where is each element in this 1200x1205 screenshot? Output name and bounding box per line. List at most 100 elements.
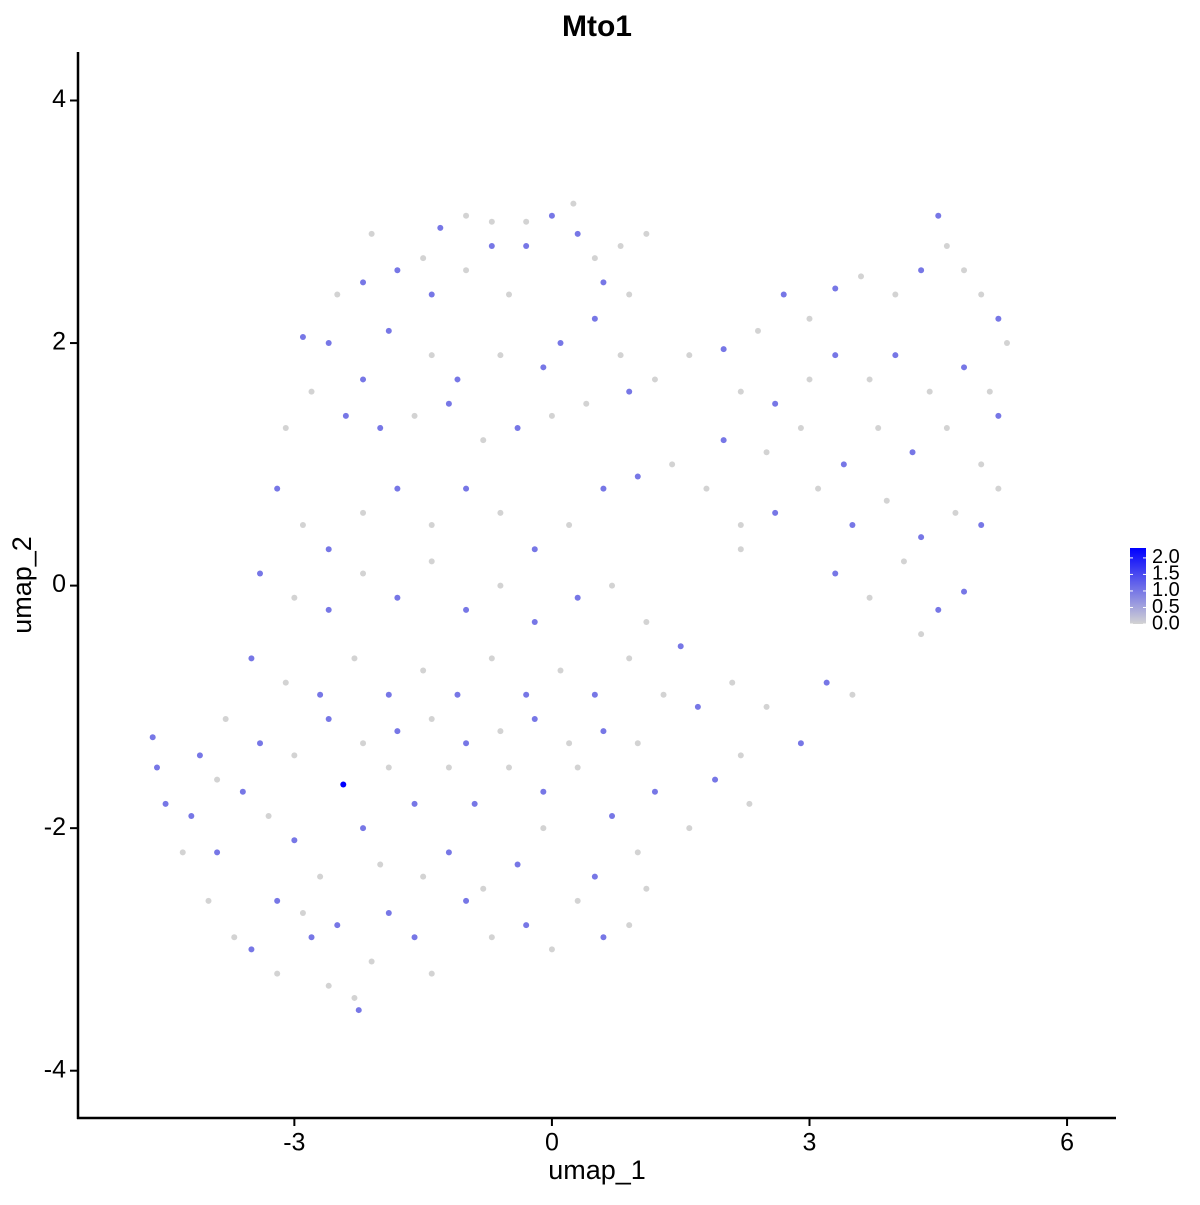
point — [454, 376, 461, 383]
point — [892, 352, 899, 359]
point — [488, 243, 495, 250]
point — [531, 618, 538, 625]
point — [222, 716, 229, 723]
point — [428, 716, 435, 723]
color-bar — [1130, 548, 1146, 624]
point — [548, 212, 555, 219]
point — [703, 485, 710, 492]
point — [351, 994, 358, 1001]
point — [299, 910, 306, 917]
point — [360, 740, 367, 747]
point — [325, 982, 332, 989]
point — [497, 728, 504, 735]
point — [454, 691, 461, 698]
point — [428, 970, 435, 977]
point — [634, 473, 641, 480]
point — [900, 558, 907, 565]
point — [291, 752, 298, 759]
point — [188, 813, 195, 820]
point — [909, 449, 916, 456]
color-tick-label: 2.0 — [1152, 546, 1180, 568]
point — [754, 327, 761, 334]
x-tick-label: 3 — [803, 1129, 817, 1157]
point — [626, 922, 633, 929]
point — [179, 849, 186, 856]
point — [214, 776, 221, 783]
point — [626, 291, 633, 298]
point — [308, 934, 315, 941]
point — [694, 703, 701, 710]
point — [162, 800, 169, 807]
color-tick-label: 0.5 — [1152, 596, 1180, 618]
point — [411, 412, 418, 419]
point — [274, 970, 281, 977]
point — [428, 352, 435, 359]
point — [463, 606, 470, 613]
point — [480, 437, 487, 444]
point — [600, 728, 607, 735]
point — [497, 582, 504, 589]
point — [600, 279, 607, 286]
point — [986, 388, 993, 395]
point — [340, 781, 347, 788]
point — [214, 849, 221, 856]
point — [600, 485, 607, 492]
point — [1003, 340, 1010, 347]
point — [355, 1007, 362, 1014]
point — [609, 582, 616, 589]
point — [523, 243, 530, 250]
point — [763, 449, 770, 456]
point — [737, 752, 744, 759]
point — [360, 570, 367, 577]
point — [463, 267, 470, 274]
x-tick-label: -3 — [283, 1129, 305, 1157]
point — [540, 364, 547, 371]
point — [815, 485, 822, 492]
chart-title: Mto1 — [562, 10, 632, 43]
point — [231, 934, 238, 941]
point — [617, 243, 624, 250]
point — [918, 534, 925, 541]
point — [840, 461, 847, 468]
point — [643, 885, 650, 892]
point — [505, 764, 512, 771]
point — [570, 200, 577, 207]
point — [394, 594, 401, 601]
point — [360, 376, 367, 383]
point — [978, 291, 985, 298]
point — [866, 594, 873, 601]
point — [806, 315, 813, 322]
point — [651, 376, 658, 383]
color-tick-label: 0.0 — [1152, 612, 1180, 634]
point — [274, 897, 281, 904]
point — [385, 910, 392, 917]
point — [548, 946, 555, 953]
point — [737, 388, 744, 395]
point — [737, 546, 744, 553]
point — [961, 267, 968, 274]
point — [849, 691, 856, 698]
point — [488, 934, 495, 941]
point — [505, 291, 512, 298]
point — [497, 352, 504, 359]
point — [420, 873, 427, 880]
point — [497, 509, 504, 516]
point — [995, 315, 1002, 322]
point — [428, 521, 435, 528]
point — [488, 655, 495, 662]
point — [360, 279, 367, 286]
point — [574, 594, 581, 601]
point — [643, 618, 650, 625]
point — [317, 873, 324, 880]
point — [952, 509, 959, 516]
point — [257, 570, 264, 577]
point — [591, 315, 598, 322]
point — [411, 934, 418, 941]
point — [291, 594, 298, 601]
point — [978, 521, 985, 528]
point — [686, 825, 693, 832]
point — [797, 424, 804, 431]
point — [926, 388, 933, 395]
point — [368, 230, 375, 237]
